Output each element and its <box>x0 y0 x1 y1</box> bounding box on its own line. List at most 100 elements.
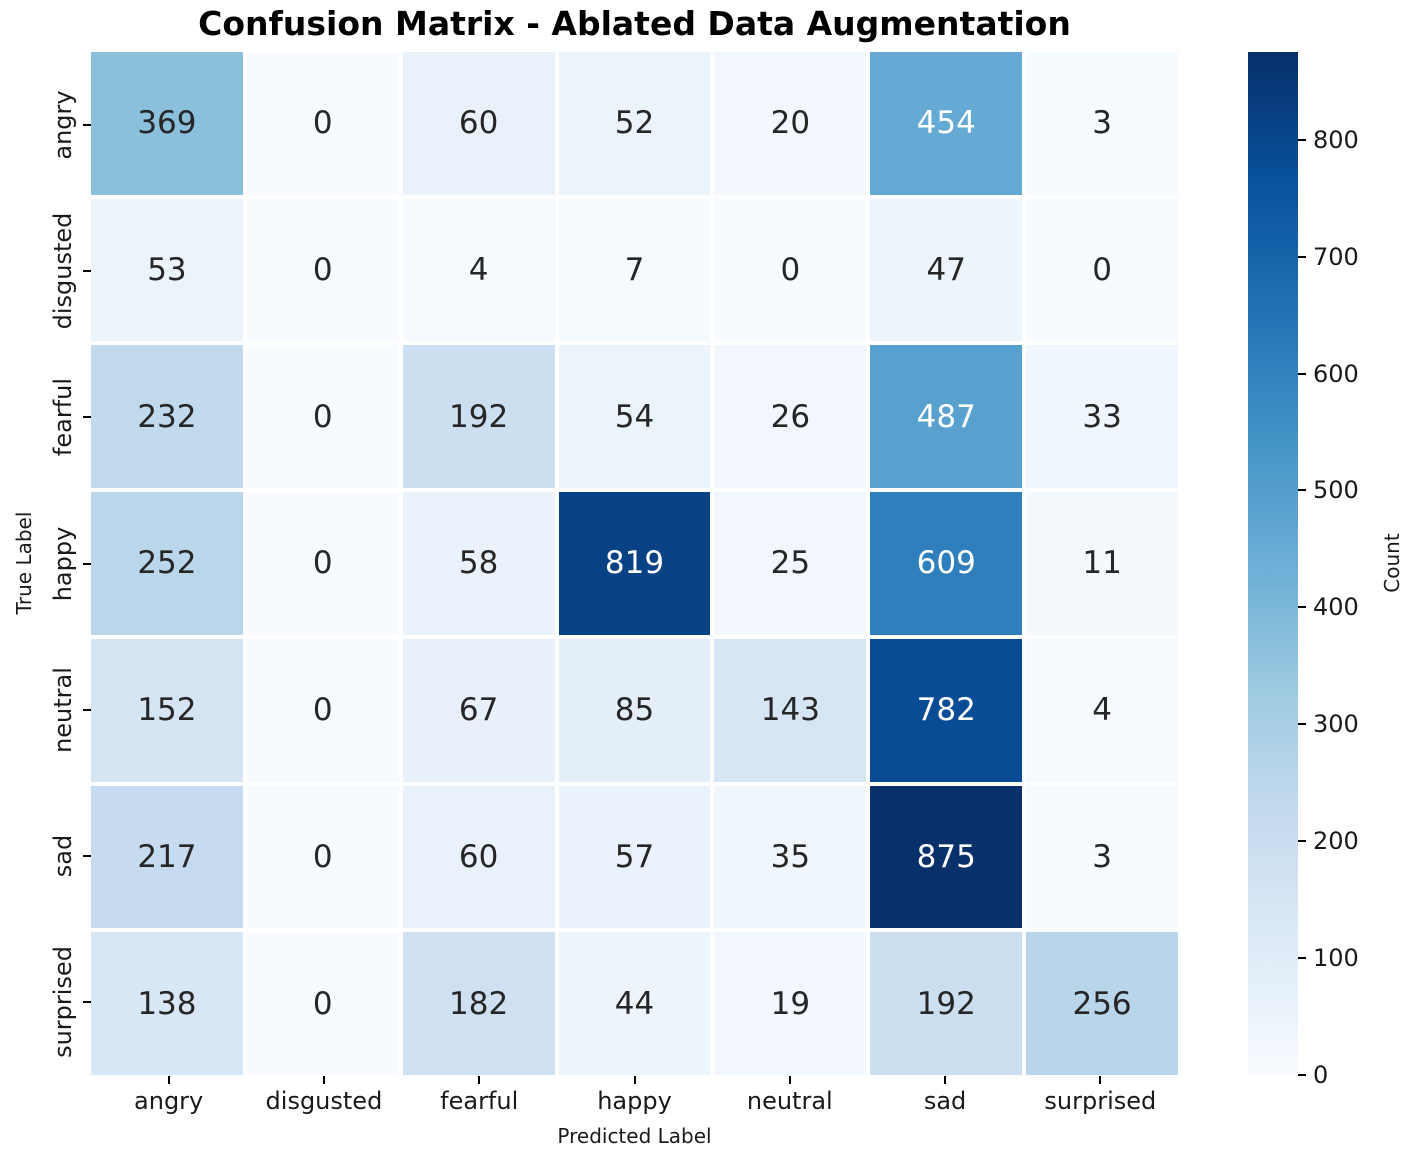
x-tick-mark <box>1099 1076 1102 1084</box>
heatmap-cell-neutral-neutral: 143 <box>714 638 867 782</box>
colorbar-tick-label: 600 <box>1313 359 1359 388</box>
heatmap-cell-neutral-angry: 152 <box>91 638 243 782</box>
colorbar-tick-mark <box>1298 957 1306 960</box>
x-tick-label: fearful <box>440 1087 519 1115</box>
y-tick-mark <box>83 1000 91 1003</box>
colorbar-label: Count <box>1380 533 1404 593</box>
heatmap-cell-disgusted-disgusted: 0 <box>246 198 399 342</box>
colorbar-tick-label: 100 <box>1313 944 1359 973</box>
y-tick-mark <box>83 562 91 565</box>
x-tick-label: disgusted <box>265 1087 383 1115</box>
heatmap-cell-sad-disgusted: 0 <box>246 785 399 929</box>
heatmap-cell-neutral-disgusted: 0 <box>246 638 399 782</box>
y-tick-label: fearful <box>49 378 77 457</box>
heatmap-cell-sad-sad: 875 <box>870 785 1023 929</box>
y-tick-mark <box>83 124 91 127</box>
heatmap-cell-angry-happy: 52 <box>558 52 711 195</box>
x-tick-label: neutral <box>746 1087 833 1115</box>
x-tick-mark <box>788 1076 791 1084</box>
heatmap-cell-happy-angry: 252 <box>91 492 243 635</box>
y-tick-mark <box>83 270 91 273</box>
heatmap-cell-angry-neutral: 20 <box>714 52 867 195</box>
heatmap-cell-surprised-disgusted: 0 <box>246 932 399 1075</box>
x-axis-label: Predicted Label <box>557 1124 712 1148</box>
x-tick-mark <box>633 1076 636 1084</box>
heatmap-cell-fearful-angry: 232 <box>91 345 243 489</box>
heatmap-cell-surprised-fearful: 182 <box>402 932 555 1075</box>
heatmap-cell-happy-fearful: 58 <box>402 492 555 635</box>
heatmap-cell-surprised-neutral: 19 <box>714 932 867 1075</box>
heatmap-cell-disgusted-fearful: 4 <box>402 198 555 342</box>
heatmap-cell-sad-fearful: 60 <box>402 785 555 929</box>
heatmap-cell-neutral-fearful: 67 <box>402 638 555 782</box>
colorbar-gradient <box>1248 52 1298 1075</box>
heatmap-cell-fearful-surprised: 33 <box>1026 345 1178 489</box>
colorbar-tick-label: 0 <box>1313 1061 1329 1089</box>
x-tick-mark <box>478 1076 481 1084</box>
colorbar-tick-mark <box>1298 723 1306 726</box>
heatmap-cell-fearful-neutral: 26 <box>714 345 867 489</box>
x-tick-mark <box>944 1076 947 1084</box>
heatmap-cell-fearful-fearful: 192 <box>402 345 555 489</box>
heatmap-cell-fearful-disgusted: 0 <box>246 345 399 489</box>
heatmap-cell-sad-angry: 217 <box>91 785 243 929</box>
heatmap-cell-happy-sad: 609 <box>870 492 1023 635</box>
colorbar-tick-mark <box>1298 372 1306 375</box>
colorbar-tick-label: 300 <box>1313 710 1359 739</box>
heatmap-cell-happy-neutral: 25 <box>714 492 867 635</box>
y-tick-mark <box>83 416 91 419</box>
heatmap-cell-angry-disgusted: 0 <box>246 52 399 195</box>
x-tick-label: sad <box>923 1087 967 1115</box>
colorbar-tick-label: 400 <box>1313 593 1359 622</box>
heatmap-cell-disgusted-neutral: 0 <box>714 198 867 342</box>
x-tick-label: happy <box>597 1087 672 1115</box>
heatmap-cell-disgusted-angry: 53 <box>91 198 243 342</box>
heatmap-cell-sad-neutral: 35 <box>714 785 867 929</box>
heatmap-cell-fearful-happy: 54 <box>558 345 711 489</box>
y-tick-label: disgusted <box>49 212 77 330</box>
heatmap-cell-angry-angry: 369 <box>91 52 243 195</box>
colorbar-tick-label: 200 <box>1313 827 1359 856</box>
heatmap-cell-sad-surprised: 3 <box>1026 785 1178 929</box>
colorbar-tick-mark <box>1298 138 1306 141</box>
heatmap-cell-surprised-angry: 138 <box>91 932 243 1075</box>
heatmap-cell-sad-happy: 57 <box>558 785 711 929</box>
colorbar-tick-mark <box>1298 1074 1306 1076</box>
heatmap-cell-surprised-sad: 192 <box>870 932 1023 1075</box>
y-tick-mark <box>83 708 91 711</box>
heatmap-cell-angry-surprised: 3 <box>1026 52 1178 195</box>
heatmap-cell-surprised-surprised: 256 <box>1026 932 1178 1075</box>
heatmap-cell-disgusted-happy: 7 <box>558 198 711 342</box>
y-tick-label: surprised <box>49 945 77 1058</box>
heatmap-cell-neutral-happy: 85 <box>558 638 711 782</box>
colorbar-tick-mark <box>1298 606 1306 609</box>
x-tick-label: angry <box>134 1087 204 1115</box>
heatmap-cell-neutral-surprised: 4 <box>1026 638 1178 782</box>
heatmap-cell-disgusted-surprised: 0 <box>1026 198 1178 342</box>
heatmap-cell-angry-sad: 454 <box>870 52 1023 195</box>
heatmap-cell-surprised-happy: 44 <box>558 932 711 1075</box>
y-tick-label: angry <box>49 90 77 160</box>
heatmap-cell-neutral-sad: 782 <box>870 638 1023 782</box>
heatmap-cell-fearful-sad: 487 <box>870 345 1023 489</box>
x-tick-label: surprised <box>1044 1087 1157 1115</box>
colorbar-tick-label: 800 <box>1313 125 1359 154</box>
colorbar-tick-label: 700 <box>1313 242 1359 271</box>
y-tick-label: sad <box>49 834 77 878</box>
chart-title: Confusion Matrix - Ablated Data Augmenta… <box>198 4 1071 43</box>
colorbar-tick-mark <box>1298 840 1306 843</box>
x-tick-mark <box>322 1076 325 1084</box>
heatmap-cell-happy-happy: 819 <box>558 492 711 635</box>
colorbar-tick-mark <box>1298 489 1306 492</box>
heatmap-cell-happy-disgusted: 0 <box>246 492 399 635</box>
heatmap-cell-disgusted-sad: 47 <box>870 198 1023 342</box>
heatmap-cell-happy-surprised: 11 <box>1026 492 1178 635</box>
y-tick-label: neutral <box>49 666 77 753</box>
y-tick-mark <box>83 854 91 857</box>
colorbar-tick-label: 500 <box>1313 476 1359 505</box>
colorbar-tick-mark <box>1298 255 1306 258</box>
confusion-matrix-heatmap: 369 0 60 52 20 454 3 53 0 4 7 0 47 0 232 0 192 54 26 487 33 2… <box>91 52 1178 1075</box>
y-tick-label: happy <box>49 526 77 601</box>
y-axis-label: True Label <box>12 511 36 615</box>
